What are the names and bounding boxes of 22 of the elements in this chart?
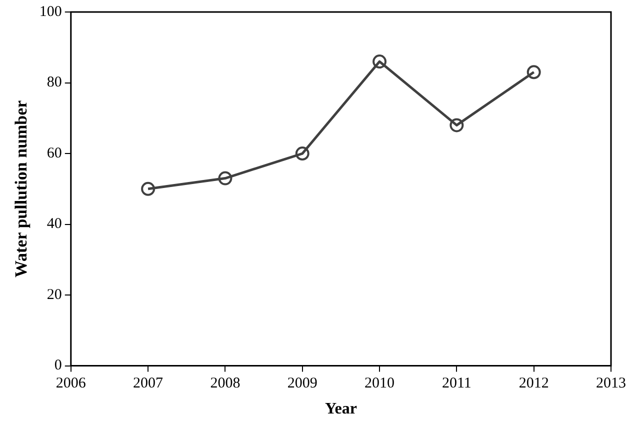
- y-tick-label: 80: [46, 74, 62, 91]
- y-tick-label: 20: [46, 286, 62, 303]
- x-tick-label: 2009: [287, 376, 318, 392]
- x-tick-label: 2013: [596, 376, 626, 392]
- x-tick-label: 2010: [364, 376, 395, 392]
- x-tick-label: 2011: [442, 376, 472, 392]
- x-axis-title: Year: [324, 400, 357, 418]
- point: [218, 171, 232, 186]
- y-tick-label: 60: [46, 145, 62, 162]
- x-tick-label: 2006: [56, 376, 86, 392]
- x-tick-label: 2008: [210, 376, 240, 392]
- x-tick-label: 2012: [518, 376, 549, 392]
- y-tick-label: 40: [46, 216, 62, 232]
- y-axis-title: Water pullution number: [12, 100, 31, 278]
- point: [526, 65, 541, 80]
- point: [295, 146, 310, 161]
- y-tick-label: 100: [39, 4, 62, 20]
- point: [450, 118, 464, 132]
- point: [372, 54, 387, 69]
- x-tick-label: 2007: [133, 376, 164, 392]
- y-tick-label: 0: [54, 358, 62, 374]
- point: [141, 182, 156, 196]
